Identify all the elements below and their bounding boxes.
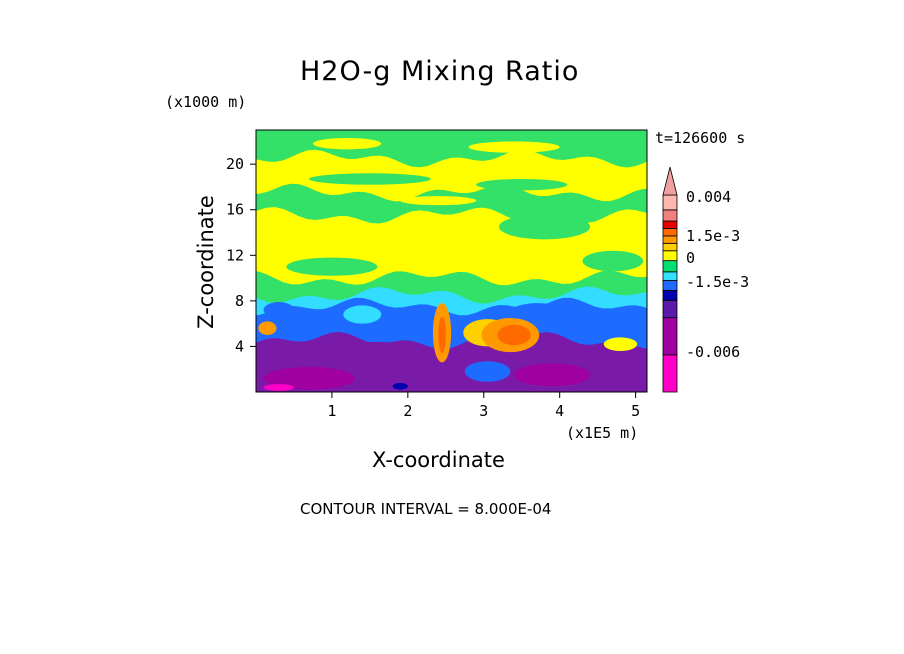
colorbar-swatch	[662, 250, 678, 262]
colorbar-swatch	[662, 280, 678, 291]
y-tick-label: 8	[235, 292, 244, 310]
contour-region	[603, 337, 638, 351]
x-tick-label: 3	[479, 402, 488, 420]
contour-region	[343, 305, 382, 324]
colorbar-swatch	[662, 242, 678, 252]
x-tick-label: 2	[403, 402, 412, 420]
x-axis-unit: (x1E5 m)	[566, 424, 639, 442]
y-axis-unit: (x1000 m)	[165, 93, 247, 111]
contour-interval-label: CONTOUR INTERVAL = 8.000E-04	[300, 500, 552, 518]
contour-field	[256, 130, 647, 392]
colorbar-swatch	[662, 260, 678, 273]
contour-region	[498, 214, 591, 240]
y-tick-label: 16	[226, 201, 244, 219]
contour-region	[258, 321, 277, 336]
contour-region	[514, 363, 591, 387]
colorbar-label: 0.004	[686, 188, 731, 206]
chart-title: H2O-g Mixing Ratio	[300, 56, 580, 87]
contour-region	[510, 303, 564, 322]
y-tick-label: 20	[226, 155, 244, 173]
contour-region	[309, 173, 431, 185]
contour-region	[468, 141, 560, 153]
y-tick-label: 4	[235, 337, 244, 355]
colorbar-swatch	[662, 228, 678, 237]
colorbar-swatch	[662, 317, 678, 356]
x-tick-label: 5	[631, 402, 640, 420]
contour-region	[263, 384, 294, 391]
colorbar-swatch	[662, 299, 678, 319]
colorbar-label: -0.006	[686, 343, 740, 361]
colorbar-swatch	[662, 194, 678, 211]
contour-region	[312, 137, 382, 150]
contour-region	[476, 178, 568, 191]
x-tick-label: 4	[555, 402, 564, 420]
colorbar-swatch	[662, 220, 678, 229]
colorbar-arrow	[662, 166, 678, 196]
colorbar-swatch	[662, 354, 678, 393]
contour-region	[438, 316, 446, 354]
colorbar-label: 1.5e-3	[686, 227, 740, 245]
contour-region	[392, 382, 408, 390]
contour-region	[286, 257, 378, 276]
contour-region	[263, 366, 355, 390]
y-tick-label: 12	[226, 246, 244, 264]
colorbar-label: 0	[686, 249, 695, 267]
x-tick-label: 1	[327, 402, 336, 420]
colorbar-swatch	[662, 209, 678, 222]
colorbar-label: -1.5e-3	[686, 273, 749, 291]
contour-region	[400, 242, 446, 273]
colorbar-swatch	[662, 235, 678, 244]
contour-region	[400, 196, 477, 206]
contour-region	[464, 361, 511, 382]
time-label: t=126600 s	[655, 129, 746, 147]
colorbar-swatch	[662, 290, 678, 301]
y-axis-label: Z-coordinate	[194, 195, 218, 329]
x-axis-label: X-coordinate	[372, 448, 505, 472]
contour-band	[256, 149, 647, 203]
contour-region	[263, 302, 294, 318]
contour-region	[582, 250, 644, 272]
plot-frame	[255, 129, 648, 393]
colorbar: 0.004 1.5e-3 0 -1.5e-3 -0.006	[662, 166, 749, 393]
contour-region	[350, 341, 405, 354]
colorbar-swatch	[662, 271, 678, 281]
contour-region	[497, 324, 531, 346]
